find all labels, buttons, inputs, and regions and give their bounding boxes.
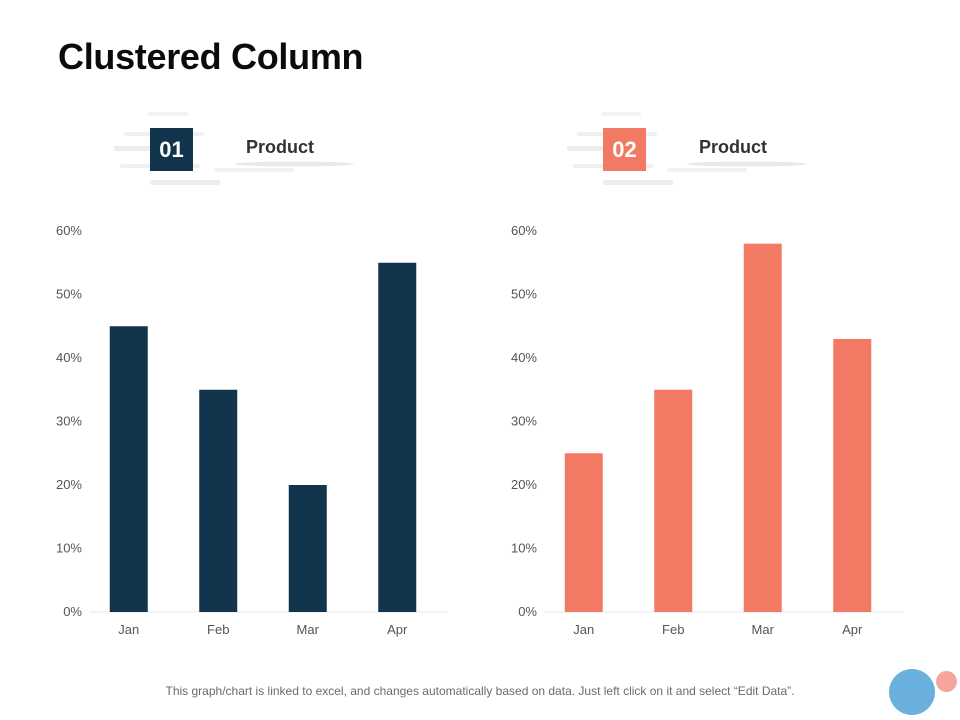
x-tick-label: Feb — [207, 622, 229, 637]
y-tick-label: 60% — [511, 223, 537, 238]
y-tick-label: 50% — [511, 287, 537, 302]
bar-chart-svg-2: 0% 10% 20% 30% 40% 50% 60% Jan Feb Mar Apr — [511, 223, 903, 637]
y-tick-label: 20% — [56, 477, 82, 492]
bar-chart-product-2: 0% 10% 20% 30% 40% 50% 60% Jan Feb Mar Apr — [495, 210, 935, 650]
y-tick-label: 60% — [56, 223, 82, 238]
product-number-badge: 01 — [150, 128, 193, 171]
bar-jan — [564, 453, 603, 612]
x-tick-label: Apr — [387, 622, 408, 637]
decorative-circle-blue — [889, 669, 935, 715]
y-tick-label: 40% — [56, 350, 82, 365]
bar-apr — [833, 338, 872, 612]
bar-chart-product-1: 0% 10% 20% 30% 40% 50% 60% Jan Feb Mar Apr — [40, 210, 480, 650]
bar-apr — [378, 262, 417, 612]
x-tick-label: Apr — [842, 622, 863, 637]
product-label: Product — [246, 137, 315, 157]
product-number-badge: 02 — [603, 128, 646, 171]
y-tick-label: 0% — [518, 604, 537, 619]
y-tick-label: 10% — [511, 541, 537, 556]
y-tick-label: 50% — [56, 287, 82, 302]
x-tick-label: Mar — [752, 622, 775, 637]
y-tick-label: 20% — [511, 477, 537, 492]
bar-mar — [288, 485, 327, 612]
x-tick-label: Feb — [662, 622, 684, 637]
bar-chart-svg-1: 0% 10% 20% 30% 40% 50% 60% Jan Feb Mar Apr — [56, 223, 448, 637]
bar-jan — [109, 326, 148, 612]
x-tick-label: Mar — [297, 622, 320, 637]
footnote: This graph/chart is linked to excel, and… — [165, 684, 795, 698]
y-tick-label: 0% — [63, 604, 82, 619]
product-header-1: 01 Product — [114, 108, 414, 198]
product-label: Product — [699, 137, 768, 157]
product-header-2: 02 Product — [567, 108, 867, 198]
x-tick-label: Jan — [573, 622, 594, 637]
page-title: Clustered Column — [58, 36, 364, 77]
bar-feb — [654, 389, 693, 612]
y-tick-label: 40% — [511, 350, 537, 365]
bar-feb — [199, 389, 238, 612]
bar-mar — [743, 243, 782, 612]
x-tick-label: Jan — [118, 622, 139, 637]
y-tick-label: 30% — [56, 414, 82, 429]
y-tick-label: 30% — [511, 414, 537, 429]
y-tick-label: 10% — [56, 541, 82, 556]
decorative-circle-pink — [936, 671, 957, 692]
